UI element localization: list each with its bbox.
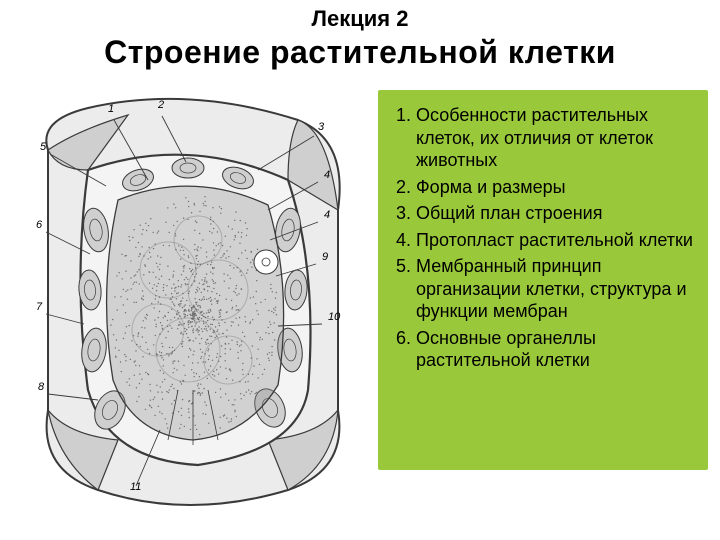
outline-item-3: Общий план строения xyxy=(416,202,698,225)
outline-item-4: Протопласт растительной клетки xyxy=(416,229,698,252)
diagram-label-9: 9 xyxy=(322,251,328,263)
outline-item-6: Основные органеллы растительной клетки xyxy=(416,327,698,372)
diagram-label-4b: 4 xyxy=(324,209,330,221)
slide-title: Строение растительной клетки xyxy=(0,34,720,71)
lecture-number: Лекция 2 xyxy=(0,6,720,32)
slide: Лекция 2 Строение растительной клетки 1 2… xyxy=(0,0,720,540)
diagram-label-7: 7 xyxy=(36,301,43,313)
diagram-label-10: 10 xyxy=(328,311,341,323)
diagram-label-6: 6 xyxy=(36,219,43,231)
outline-item-2: Форма и размеры xyxy=(416,176,698,199)
cell-svg: 1 2 3 4 5 6 7 8 9 10 11 4 xyxy=(18,90,358,510)
outline-panel: Особенности растительных клеток, их отли… xyxy=(378,90,708,470)
diagram-label-2: 2 xyxy=(157,99,164,111)
header: Лекция 2 Строение растительной клетки xyxy=(0,0,720,81)
outline-list: Особенности растительных клеток, их отли… xyxy=(388,104,698,372)
outline-item-5: Мембранный принцип организации клетки, с… xyxy=(416,255,698,323)
outline-item-1: Особенности растительных клеток, их отли… xyxy=(416,104,698,172)
diagram-label-11: 11 xyxy=(130,481,141,493)
slide-body: 1 2 3 4 5 6 7 8 9 10 11 4 Особенности растительных … xyxy=(0,90,720,540)
diagram-label-8: 8 xyxy=(38,381,45,393)
diagram-label-3: 3 xyxy=(318,121,325,133)
cell-diagram: 1 2 3 4 5 6 7 8 9 10 11 4 xyxy=(18,90,358,510)
diagram-label-5: 5 xyxy=(40,141,47,153)
diagram-label-4: 4 xyxy=(324,169,330,181)
diagram-label-1: 1 xyxy=(108,103,114,115)
